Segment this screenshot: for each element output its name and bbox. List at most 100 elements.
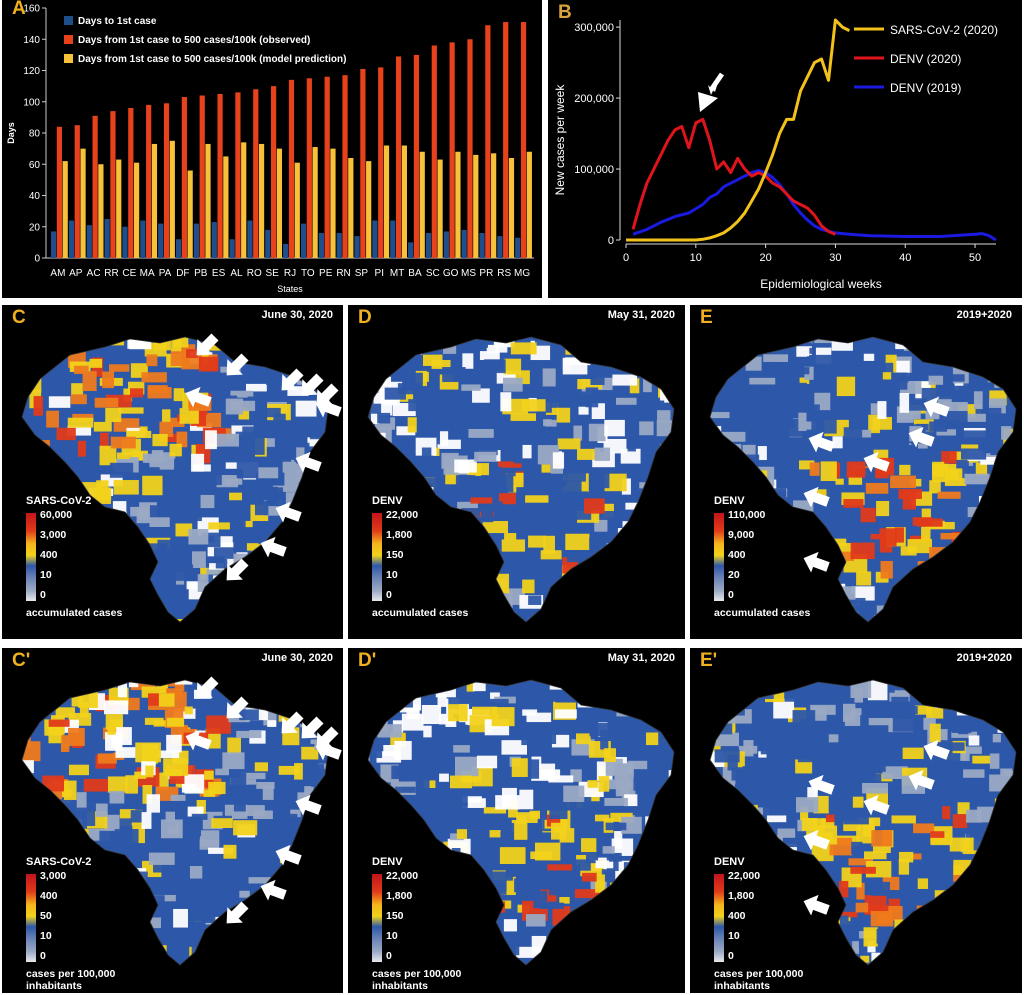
map-region [669, 865, 674, 877]
arrow-icon [803, 486, 830, 508]
map-region [313, 947, 328, 956]
map-region [57, 575, 72, 595]
map-region [389, 617, 415, 622]
map-region [339, 926, 343, 939]
map-region [153, 337, 171, 351]
map-region [745, 857, 762, 871]
map-region [75, 875, 92, 882]
arrow-icon [803, 894, 830, 916]
map-region [984, 532, 1001, 544]
map-region [870, 403, 880, 415]
map-region [272, 610, 289, 622]
map-region [371, 441, 386, 449]
map-region [557, 326, 567, 333]
map-region [917, 330, 938, 337]
map-region [801, 818, 817, 831]
map-region [942, 742, 965, 751]
map-region [466, 326, 478, 335]
map-region [467, 664, 491, 678]
map-region [326, 904, 328, 916]
map-region [965, 892, 987, 909]
map-region [671, 571, 674, 580]
bar-RN-2 [348, 158, 354, 258]
map-region [391, 765, 403, 780]
map-region [603, 959, 613, 965]
map-region [305, 488, 315, 496]
map-region [146, 794, 160, 813]
map-region [924, 601, 946, 609]
map-region [457, 501, 478, 509]
map-region [169, 443, 182, 457]
legend-value: 22,000 [728, 870, 761, 882]
map-region [176, 431, 188, 448]
map-region [56, 427, 76, 441]
map-region [14, 323, 40, 333]
map-region [374, 485, 389, 496]
map-region [728, 337, 748, 357]
map-region [778, 627, 792, 639]
map-region [314, 620, 328, 622]
map-region [710, 716, 717, 725]
map-region [327, 361, 328, 371]
map-region [333, 336, 343, 346]
bar-DF-1 [181, 97, 187, 258]
map-region [877, 582, 896, 597]
x-tick-label: BA [408, 268, 422, 279]
map-region [407, 417, 417, 433]
map-region [596, 340, 612, 352]
map-region [1009, 887, 1016, 906]
map-region [940, 962, 961, 965]
map-region [73, 807, 96, 826]
x-tick-label: PI [375, 268, 384, 279]
map-region [336, 563, 343, 576]
map-region [839, 615, 859, 622]
map-region [596, 958, 618, 965]
map-region [766, 815, 787, 823]
map-region [274, 967, 286, 974]
map-region [539, 902, 565, 909]
map-region [437, 694, 447, 707]
map-region [488, 933, 500, 950]
map-region [433, 865, 446, 880]
map-region [640, 436, 651, 447]
map-region [971, 960, 992, 965]
map-region [281, 693, 302, 704]
legend-label: DENV (2019) [890, 81, 961, 95]
map-region [665, 787, 674, 807]
map-region [750, 470, 768, 489]
map-region [788, 512, 812, 532]
bar-MG-2 [526, 151, 532, 258]
legend-value: 0 [386, 589, 392, 601]
map-region [437, 439, 461, 449]
map-region [566, 551, 593, 563]
map-region [496, 944, 520, 956]
map-region [711, 337, 730, 345]
map-region [340, 394, 343, 408]
map-region [993, 964, 1002, 965]
legend-label: Days to 1st case [78, 16, 157, 27]
map-region [466, 548, 483, 562]
map-region [420, 856, 442, 871]
map-region [953, 548, 978, 561]
map-region [649, 822, 668, 834]
map-region [660, 448, 674, 463]
map-region [768, 337, 785, 344]
map-region [582, 872, 597, 882]
map-region [973, 391, 983, 410]
map-region [173, 337, 189, 348]
map-panel-label: C' [12, 650, 31, 671]
bar-AL-2 [241, 142, 247, 258]
map-region [958, 459, 969, 479]
map-region [192, 611, 202, 622]
map-region [133, 611, 152, 622]
bar-BA-0 [408, 242, 414, 258]
map-region [229, 682, 241, 695]
map-region [992, 850, 1005, 870]
map-region [394, 740, 412, 760]
map-region [603, 942, 615, 955]
map-group [14, 323, 343, 623]
map-region [135, 548, 155, 558]
map-region [784, 620, 809, 622]
map-region [368, 742, 383, 758]
y-tick-label: 200,000 [574, 93, 614, 105]
